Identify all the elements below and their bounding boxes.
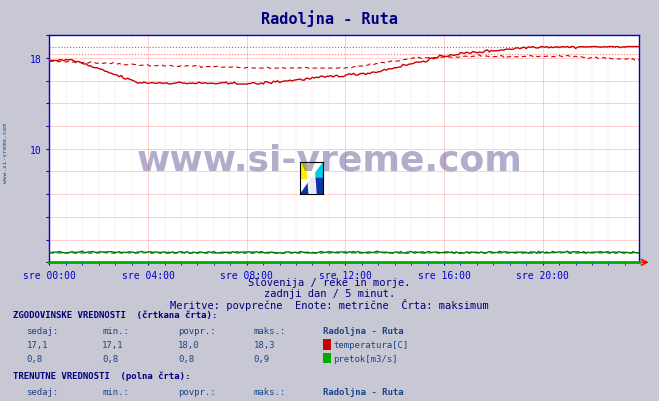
Text: 0,8: 0,8 — [26, 354, 42, 363]
Text: povpr.:: povpr.: — [178, 387, 215, 396]
Text: Slovenija / reke in morje.: Slovenija / reke in morje. — [248, 278, 411, 288]
Text: 17,1: 17,1 — [26, 340, 48, 349]
Text: zadnji dan / 5 minut.: zadnji dan / 5 minut. — [264, 289, 395, 298]
Text: 18,3: 18,3 — [254, 340, 275, 349]
Text: sedaj:: sedaj: — [26, 326, 59, 335]
Text: temperatura[C]: temperatura[C] — [333, 340, 409, 349]
Text: min.:: min.: — [102, 387, 129, 396]
Text: povpr.:: povpr.: — [178, 326, 215, 335]
Text: 0,9: 0,9 — [254, 354, 270, 363]
Text: TRENUTNE VREDNOSTI  (polna črta):: TRENUTNE VREDNOSTI (polna črta): — [13, 371, 190, 381]
Text: www.si-vreme.com: www.si-vreme.com — [3, 122, 8, 182]
Bar — [300, 162, 312, 178]
Text: Radoljna - Ruta: Radoljna - Ruta — [323, 387, 403, 396]
Text: maks.:: maks.: — [254, 326, 286, 335]
Text: min.:: min.: — [102, 326, 129, 335]
Text: sedaj:: sedaj: — [26, 387, 59, 396]
Text: 0,8: 0,8 — [102, 354, 118, 363]
Text: Radoljna - Ruta: Radoljna - Ruta — [261, 10, 398, 26]
Text: pretok[m3/s]: pretok[m3/s] — [333, 354, 398, 363]
Text: 0,8: 0,8 — [178, 354, 194, 363]
Text: Meritve: povprečne  Enote: metrične  Črta: maksimum: Meritve: povprečne Enote: metrične Črta:… — [170, 298, 489, 310]
Text: 18,0: 18,0 — [178, 340, 200, 349]
Text: Radoljna - Ruta: Radoljna - Ruta — [323, 326, 403, 335]
Text: 17,1: 17,1 — [102, 340, 124, 349]
Text: www.si-vreme.com: www.si-vreme.com — [136, 144, 523, 177]
Polygon shape — [312, 162, 323, 178]
Text: ZGODOVINSKE VREDNOSTI  (črtkana črta):: ZGODOVINSKE VREDNOSTI (črtkana črta): — [13, 310, 217, 319]
Text: maks.:: maks.: — [254, 387, 286, 396]
Polygon shape — [300, 178, 323, 194]
Polygon shape — [307, 162, 316, 194]
